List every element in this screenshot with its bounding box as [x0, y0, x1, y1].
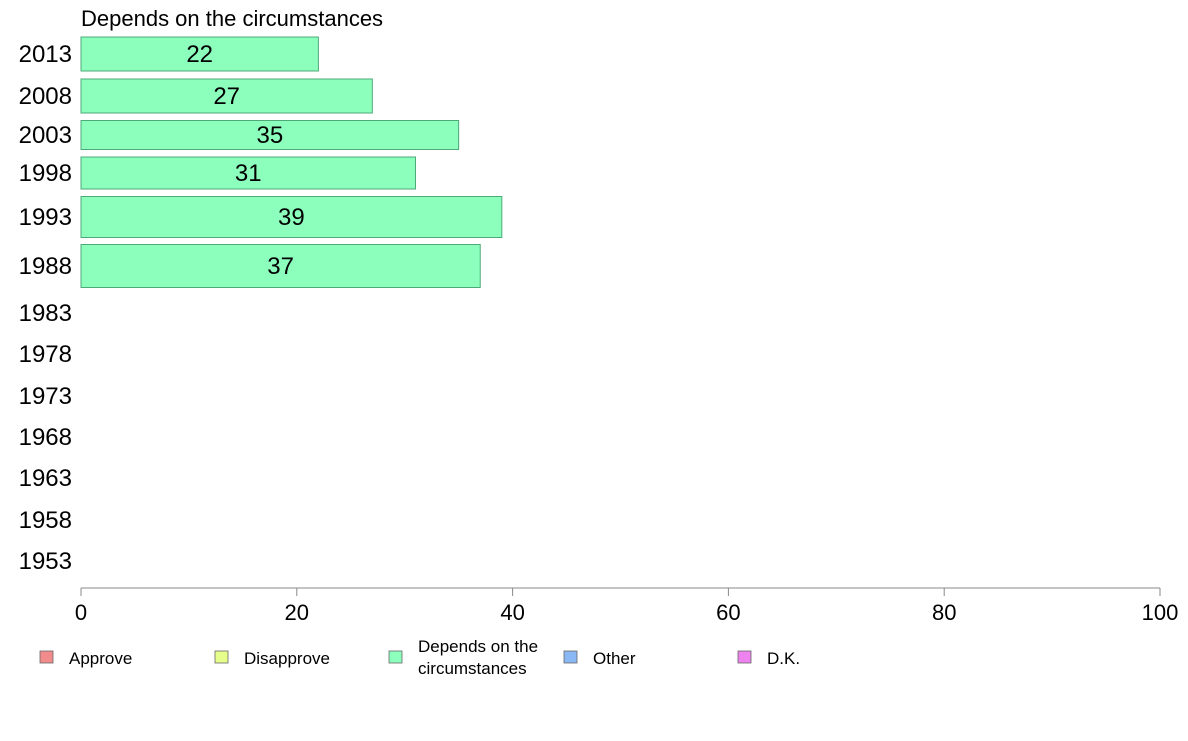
bar-value-label: 27	[213, 83, 240, 110]
bar-value-label: 22	[186, 41, 213, 68]
year-label: 1978	[19, 341, 72, 368]
legend-label: Other	[593, 649, 636, 668]
legend-swatch	[39, 650, 54, 664]
legend-label: D.K.	[767, 649, 800, 668]
x-tick-label: 0	[75, 600, 87, 625]
x-tick-label: 20	[285, 600, 309, 625]
year-label: 1998	[19, 160, 72, 187]
legend-item: D.K.	[737, 649, 800, 668]
year-label: 1953	[19, 548, 72, 575]
bar-value-label: 35	[256, 122, 283, 149]
legend-swatch	[214, 650, 229, 664]
bar	[80, 78, 373, 114]
legend-label: Approve	[69, 649, 132, 668]
bar	[80, 244, 481, 288]
x-tick-label: 80	[932, 600, 956, 625]
year-label: 1993	[19, 204, 72, 231]
bar	[80, 36, 319, 72]
year-label: 1988	[19, 253, 72, 280]
bar-value-label: 39	[278, 204, 305, 231]
year-label: 1973	[19, 383, 72, 410]
legend-item: Disapprove	[214, 649, 330, 668]
year-labels: 2013 2008 2003 1998 1993 1988 1983 1978 1973 1968…	[19, 41, 72, 575]
bar	[80, 120, 460, 150]
legend-item: Approve	[39, 649, 132, 668]
x-axis: 0 20 40 60 80 100	[75, 587, 1179, 625]
x-tick-label: 100	[1142, 600, 1179, 625]
year-label: 1963	[19, 465, 72, 492]
bar-value-label: 37	[267, 253, 294, 280]
bar-value-label: 31	[235, 160, 262, 187]
year-label: 1958	[19, 507, 72, 534]
x-tick-label: 60	[716, 600, 740, 625]
year-label: 1968	[19, 424, 72, 451]
legend: Approve Disapprove Depends on the circumsta…	[39, 637, 800, 678]
year-label: 2013	[19, 41, 72, 68]
legend-item: Depends on the circumstances	[388, 637, 538, 678]
legend-swatch	[563, 650, 578, 664]
legend-swatch	[737, 650, 752, 664]
year-label: 2003	[19, 122, 72, 149]
chart-title: Depends on the circumstances	[81, 6, 383, 31]
bar	[80, 156, 416, 190]
x-tick-label: 40	[500, 600, 524, 625]
legend-item: Other	[563, 649, 636, 668]
bar	[80, 196, 503, 238]
legend-swatch	[388, 650, 403, 664]
bars	[80, 36, 503, 288]
legend-label: Depends on the circumstances	[418, 637, 538, 678]
legend-label: Disapprove	[244, 649, 330, 668]
year-label: 1983	[19, 300, 72, 327]
year-label: 2008	[19, 83, 72, 110]
